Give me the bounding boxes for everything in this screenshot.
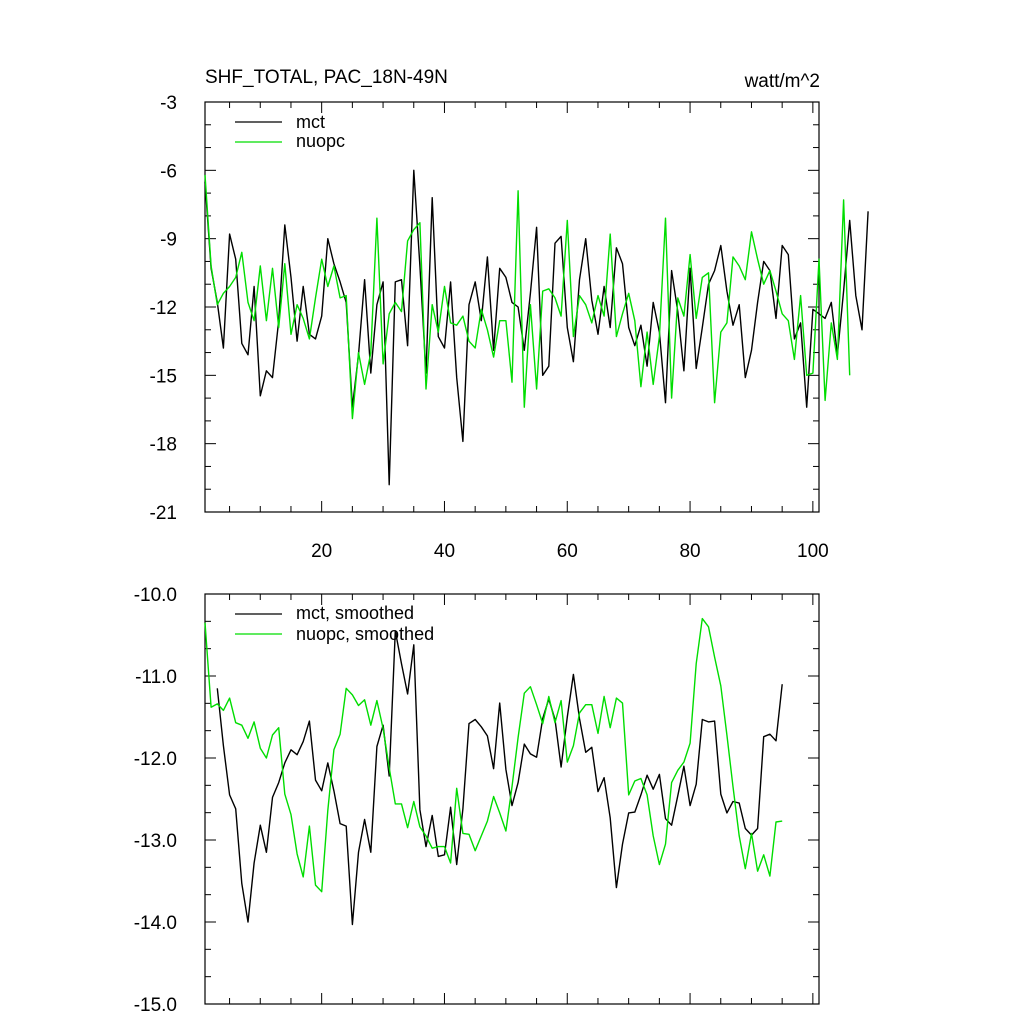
bottom-panel: -15.0 -14.0 -13.0 -12.0 -11.0 -10.0 mct, smoo… xyxy=(134,585,820,1016)
bottom-legend: mct, smoothed nuopc, smoothed xyxy=(235,603,434,644)
y-tick-label: -21 xyxy=(150,503,177,524)
series-line-nuopc xyxy=(204,174,851,420)
top-chart-title: SHF_TOTAL, PAC_18N-49N xyxy=(205,67,448,88)
legend-label-mct: mct xyxy=(296,112,325,132)
bottom-ticks: -15.0 -14.0 -13.0 -12.0 -11.0 -10.0 xyxy=(134,585,819,1016)
x-tick-label: 60 xyxy=(557,541,578,562)
x-tick-label: 100 xyxy=(797,541,829,562)
y-tick-label: -15 xyxy=(150,366,177,387)
legend-label-mct-smoothed: mct, smoothed xyxy=(296,603,414,623)
y-tick-label: -6 xyxy=(160,161,177,182)
y-tick-label: -12.0 xyxy=(134,749,177,770)
legend-label-nuopc: nuopc xyxy=(296,131,345,151)
y-tick-label: -3 xyxy=(160,93,177,114)
y-tick-label: -12 xyxy=(150,298,177,319)
series-line-nuopc-smoothed xyxy=(204,617,783,893)
y-tick-label: -13.0 xyxy=(134,831,177,852)
x-tick-label: 40 xyxy=(434,541,455,562)
y-tick-label: -18 xyxy=(150,435,177,456)
legend-label-nuopc-smoothed: nuopc, smoothed xyxy=(296,624,434,644)
bottom-plot-frame xyxy=(204,593,820,1005)
x-tick-label: 80 xyxy=(679,541,700,562)
top-panel: SHF_TOTAL, PAC_18N-49N watt/m^2 -21 -18 -1… xyxy=(150,67,869,562)
top-legend: mct nuopc xyxy=(235,112,345,151)
y-tick-label: -9 xyxy=(160,230,177,251)
y-tick-label: -11.0 xyxy=(135,667,177,688)
top-ticks: -21 -18 -15 -12 -9 -6 -3 20 40 60 80 100 xyxy=(150,93,829,562)
series-line-mct xyxy=(204,169,869,486)
y-tick-label: -14.0 xyxy=(134,913,177,934)
series-line-mct-smoothed xyxy=(216,630,783,926)
y-tick-label: -10.0 xyxy=(134,585,177,606)
x-tick-label: 20 xyxy=(311,541,332,562)
top-series-lines xyxy=(204,169,869,486)
top-chart-units: watt/m^2 xyxy=(744,71,820,92)
y-tick-label: -15.0 xyxy=(134,995,177,1016)
bottom-series-lines xyxy=(204,617,783,926)
